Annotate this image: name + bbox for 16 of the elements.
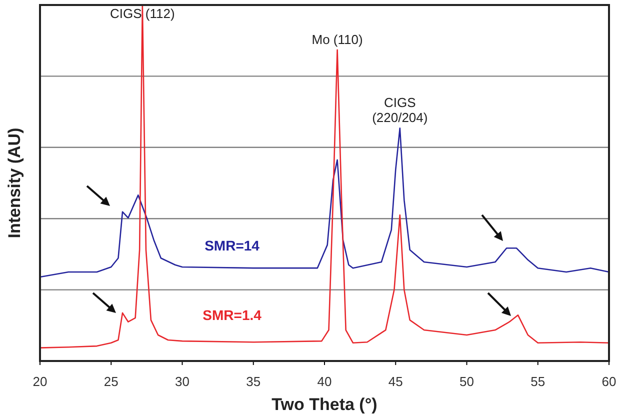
- y-axis-title: Intensity (AU): [5, 128, 24, 238]
- annotation: CIGS (112): [110, 6, 175, 21]
- x-tick-label: 25: [104, 374, 118, 390]
- annotation: Mo (110): [312, 32, 363, 47]
- x-tick-label: 20: [32, 374, 48, 390]
- series-label: SMR=1.4: [202, 307, 262, 324]
- x-tick-label: 60: [602, 374, 616, 390]
- x-axis-title: Two Theta (°): [272, 395, 378, 414]
- x-tick-label: 55: [530, 374, 546, 390]
- x-tick-label: 45: [388, 374, 403, 390]
- x-tick-label: 30: [175, 374, 190, 390]
- x-tick-label: 35: [246, 374, 261, 390]
- series-label: SMR=14: [204, 238, 260, 254]
- annotation: CIGS (220/204): [372, 95, 428, 126]
- x-tick-label: 50: [460, 374, 474, 390]
- x-tick-label: 40: [317, 374, 332, 390]
